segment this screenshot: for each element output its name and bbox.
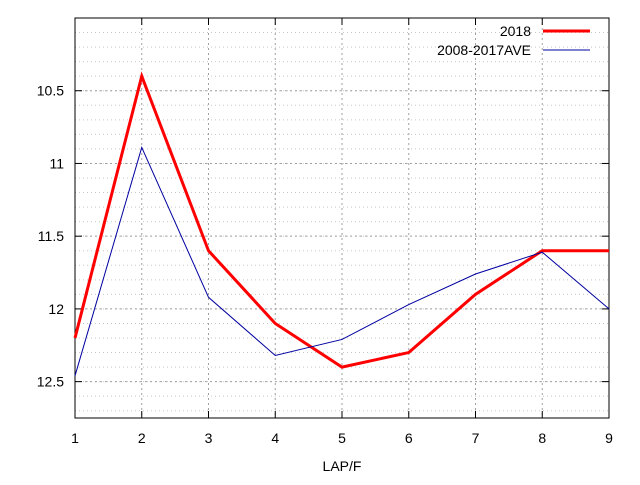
series-line-primary — [73, 71, 609, 369]
x-axis-label: LAP/F — [323, 458, 362, 474]
legend: 2018 2008-2017AVE — [437, 23, 590, 58]
x-tick-label: 4 — [271, 430, 279, 446]
x-tick-label: 1 — [71, 430, 79, 446]
x-tick-label: 3 — [205, 430, 213, 446]
series-lines — [73, 71, 610, 376]
y-tick-label: 12.5 — [37, 374, 64, 390]
y-tick-label: 12 — [48, 301, 64, 317]
y-tick-label: 10.5 — [37, 83, 64, 99]
y-tick-label: 11 — [49, 155, 64, 171]
plot-border — [74, 17, 610, 419]
grid — [75, 18, 609, 418]
legend-label: 2018 — [500, 23, 531, 39]
x-tick-label: 7 — [472, 430, 480, 446]
x-tick-label: 5 — [338, 430, 346, 446]
x-tick-label: 6 — [405, 430, 413, 446]
series-line-average — [74, 146, 610, 376]
x-tick-label: 9 — [605, 430, 613, 446]
x-tick-label: 8 — [538, 430, 546, 446]
x-tick-label: 2 — [138, 430, 146, 446]
y-tick-label: 11.5 — [38, 228, 64, 244]
legend-label: 2008-2017AVE — [437, 42, 531, 58]
